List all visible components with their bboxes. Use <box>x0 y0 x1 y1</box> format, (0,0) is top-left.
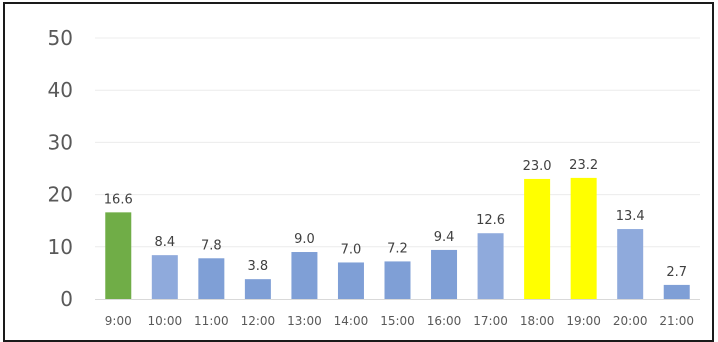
data-label: 9.4 <box>434 230 455 245</box>
data-label: 7.0 <box>341 242 362 257</box>
y-tick-label: 30 <box>48 130 73 154</box>
y-tick-label: 40 <box>48 78 73 102</box>
data-label: 13.4 <box>616 209 645 224</box>
x-tick-label: 11:00 <box>194 314 229 328</box>
x-tick-label: 10:00 <box>148 314 183 328</box>
data-label: 8.4 <box>154 235 175 250</box>
bar <box>385 261 411 299</box>
y-tick-label: 0 <box>60 287 73 311</box>
gridlines <box>95 38 700 247</box>
data-label: 3.8 <box>248 259 269 274</box>
x-tick-label: 21:00 <box>659 314 694 328</box>
x-tick-label: 13:00 <box>287 314 322 328</box>
bar <box>617 229 643 299</box>
data-label: 2.7 <box>666 265 687 280</box>
y-tick-label: 10 <box>48 235 73 259</box>
data-label: 7.8 <box>201 238 222 253</box>
x-tick-label: 20:00 <box>613 314 648 328</box>
bar <box>478 233 504 299</box>
x-tick-label: 15:00 <box>380 314 415 328</box>
bar <box>338 262 364 299</box>
x-axis-ticks: 9:00 10:00 11:00 12:00 13:00 14:00 15:00 16:00 1… <box>105 314 694 328</box>
bar <box>245 279 271 299</box>
bar <box>291 252 317 299</box>
bar <box>431 250 457 299</box>
y-tick-label: 50 <box>48 26 73 50</box>
data-label: 23.0 <box>523 159 552 174</box>
x-tick-label: 18:00 <box>520 314 555 328</box>
bar <box>198 258 224 299</box>
y-tick-label: 20 <box>48 183 73 207</box>
x-tick-label: 12:00 <box>241 314 276 328</box>
y-axis-ticks: 0 10 20 30 40 50 <box>48 26 73 311</box>
x-tick-label: 16:00 <box>427 314 462 328</box>
x-tick-label: 9:00 <box>105 314 132 328</box>
bar <box>664 285 690 299</box>
bars <box>105 178 689 299</box>
bar <box>524 179 550 299</box>
data-label: 12.6 <box>476 213 505 228</box>
x-tick-label: 19:00 <box>566 314 601 328</box>
bar <box>105 212 131 299</box>
x-tick-label: 17:00 <box>473 314 508 328</box>
data-label: 23.2 <box>569 158 598 173</box>
bar <box>571 178 597 299</box>
bar <box>152 255 178 299</box>
data-label: 16.6 <box>104 192 133 207</box>
x-tick-label: 14:00 <box>334 314 369 328</box>
data-label: 7.2 <box>387 241 408 256</box>
data-label: 9.0 <box>294 232 315 247</box>
